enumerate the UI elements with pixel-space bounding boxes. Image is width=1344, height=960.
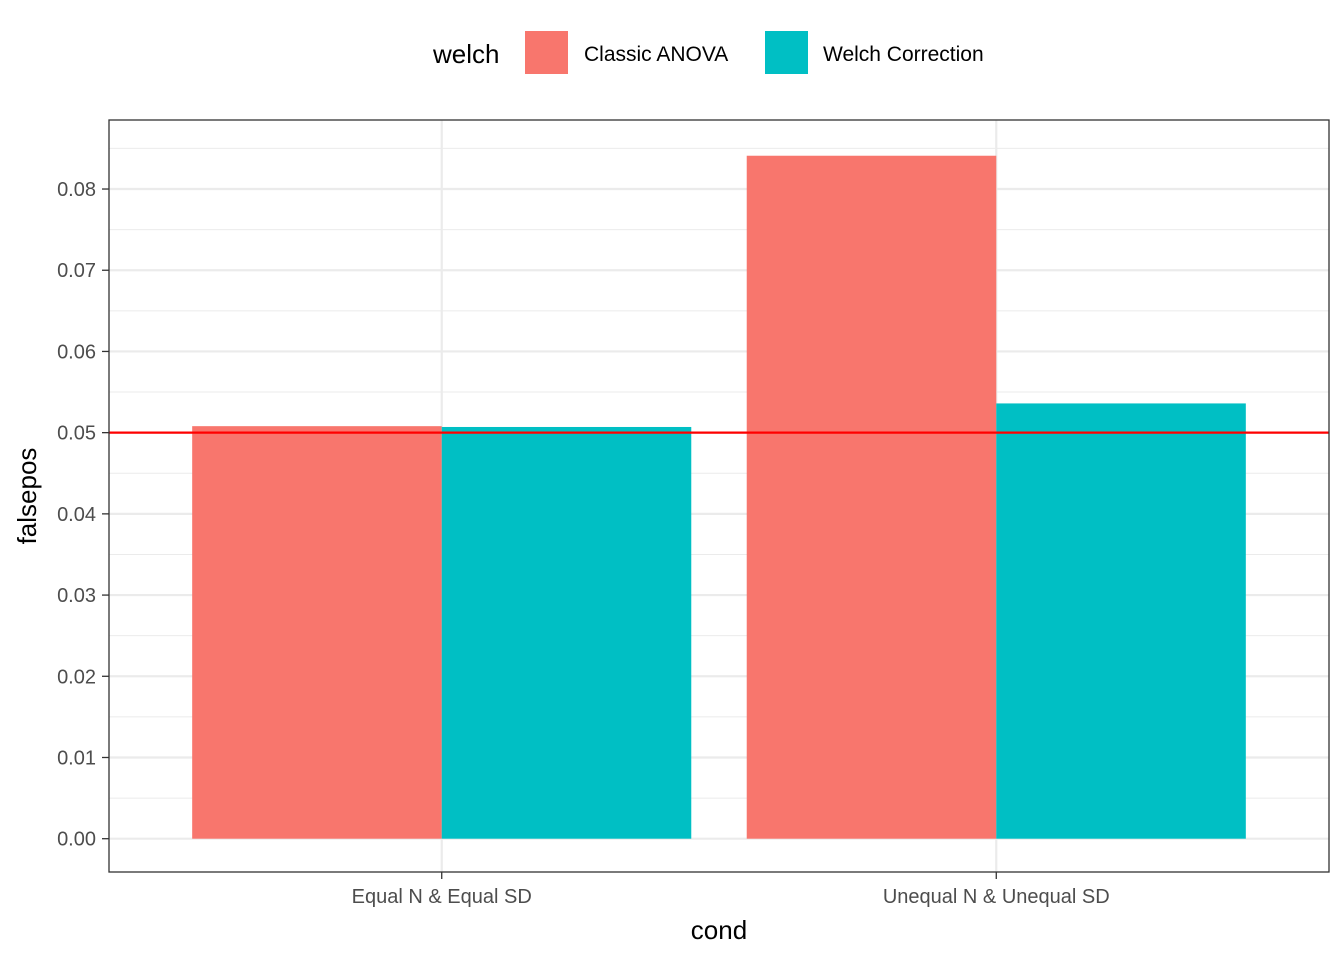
legend-key bbox=[525, 31, 568, 74]
bar bbox=[746, 155, 997, 839]
y-tick-label: 0.05 bbox=[57, 423, 96, 445]
bar bbox=[996, 403, 1246, 839]
y-tick-label: 0.00 bbox=[57, 829, 96, 851]
legend-key bbox=[765, 31, 808, 74]
plot-panel bbox=[108, 119, 1330, 873]
legend: welch Classic ANOVA Welch Correction bbox=[432, 31, 984, 74]
x-axis: Equal N & Equal SD Unequal N & Unequal SD bbox=[352, 872, 1110, 908]
bar bbox=[441, 426, 692, 839]
legend-label: Welch Correction bbox=[823, 43, 984, 66]
y-tick-label: 0.02 bbox=[57, 666, 96, 688]
panel-border bbox=[108, 119, 1330, 873]
x-axis-title: cond bbox=[691, 915, 747, 945]
y-axis: 0.00 0.01 0.02 0.03 0.04 0.05 0.06 0.07 0.08 bbox=[57, 179, 109, 851]
bar bbox=[192, 426, 442, 839]
bars bbox=[192, 155, 1246, 839]
legend-title: welch bbox=[432, 39, 499, 69]
x-tick-label: Equal N & Equal SD bbox=[352, 886, 532, 908]
y-tick-label: 0.01 bbox=[57, 747, 96, 769]
y-tick-label: 0.08 bbox=[57, 179, 96, 201]
y-tick-label: 0.07 bbox=[57, 260, 96, 282]
y-axis-title: falsepos bbox=[12, 448, 42, 545]
legend-label: Classic ANOVA bbox=[584, 43, 728, 66]
legend-items: Classic ANOVA Welch Correction bbox=[525, 31, 984, 74]
y-tick-label: 0.04 bbox=[57, 504, 96, 526]
y-tick-label: 0.03 bbox=[57, 585, 96, 607]
x-tick-label: Unequal N & Unequal SD bbox=[883, 886, 1110, 908]
y-tick-label: 0.06 bbox=[57, 341, 96, 363]
